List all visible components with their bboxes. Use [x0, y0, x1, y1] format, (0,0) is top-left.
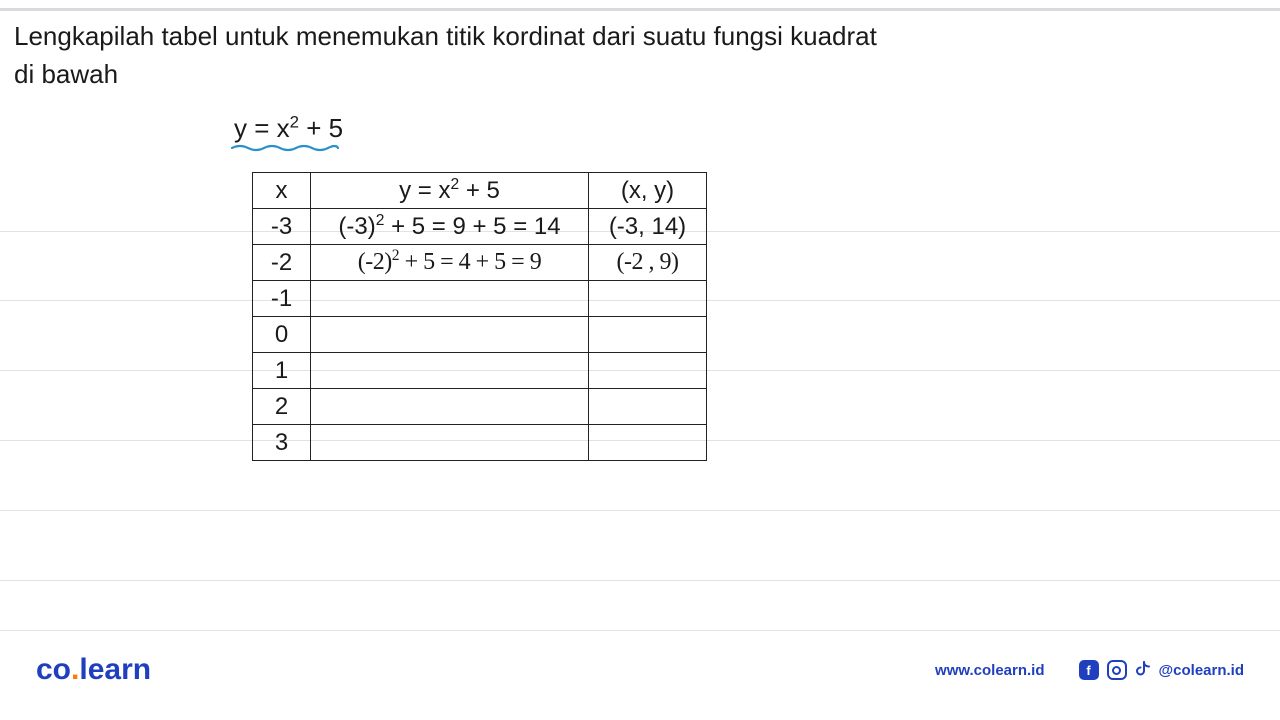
- cell-xy-handwritten: (-2 , 9): [589, 245, 707, 281]
- cell-eq: [311, 281, 589, 317]
- cell-x: 2: [253, 389, 311, 425]
- cell-x: -1: [253, 281, 311, 317]
- cell-eq: [311, 353, 589, 389]
- cell-eq: [311, 425, 589, 461]
- site-url: www.colearn.id: [935, 662, 1044, 679]
- cell-xy: [589, 389, 707, 425]
- cell-xy: [589, 425, 707, 461]
- table-row: 3: [253, 425, 707, 461]
- table-row: -1: [253, 281, 707, 317]
- equation-text: y = x2 + 5: [234, 113, 343, 143]
- underline-squiggle: [230, 144, 340, 152]
- cell-xy: (-3, 14): [589, 209, 707, 245]
- table-header-row: x y = x2 + 5 (x, y): [253, 173, 707, 209]
- brand-logo: co.learn: [36, 653, 151, 687]
- table-row: -3 (-3)2 + 5 = 9 + 5 = 14 (-3, 14): [253, 209, 707, 245]
- facebook-icon: f: [1079, 660, 1099, 680]
- header-x: x: [253, 173, 311, 209]
- table-row: -2 (-2)2 + 5 = 4 + 5 = 9 (-2 , 9): [253, 245, 707, 281]
- equation-title: y = x2 + 5: [234, 113, 343, 144]
- cell-x: 1: [253, 353, 311, 389]
- table-row: 2: [253, 389, 707, 425]
- table-row: 1: [253, 353, 707, 389]
- cell-eq: [311, 317, 589, 353]
- cell-eq: (-3)2 + 5 = 9 + 5 = 14: [311, 209, 589, 245]
- cell-xy: [589, 281, 707, 317]
- question-line-1: Lengkapilah tabel untuk menemukan titik …: [14, 21, 877, 51]
- social-links: f @colearn.id: [1079, 660, 1244, 680]
- cell-x: -3: [253, 209, 311, 245]
- question-line-2: di bawah: [14, 59, 118, 89]
- logo-part-left: co: [36, 653, 71, 686]
- cell-eq-handwritten: (-2)2 + 5 = 4 + 5 = 9: [311, 245, 589, 281]
- tiktok-icon: [1135, 661, 1151, 679]
- cell-x: 0: [253, 317, 311, 353]
- header-eq: y = x2 + 5: [311, 173, 589, 209]
- cell-xy: [589, 317, 707, 353]
- footer: co.learn www.colearn.id f @colearn.id: [0, 650, 1280, 690]
- logo-part-right: learn: [79, 653, 151, 686]
- cell-x: 3: [253, 425, 311, 461]
- cell-eq: [311, 389, 589, 425]
- cell-xy: [589, 353, 707, 389]
- header-xy: (x, y): [589, 173, 707, 209]
- table-row: 0: [253, 317, 707, 353]
- social-handle: @colearn.id: [1159, 662, 1244, 679]
- coordinate-table: x y = x2 + 5 (x, y) -3 (-3)2 + 5 = 9 + 5…: [252, 172, 707, 461]
- question-text: Lengkapilah tabel untuk menemukan titik …: [14, 18, 1266, 93]
- cell-x: -2: [253, 245, 311, 281]
- instagram-icon: [1107, 660, 1127, 680]
